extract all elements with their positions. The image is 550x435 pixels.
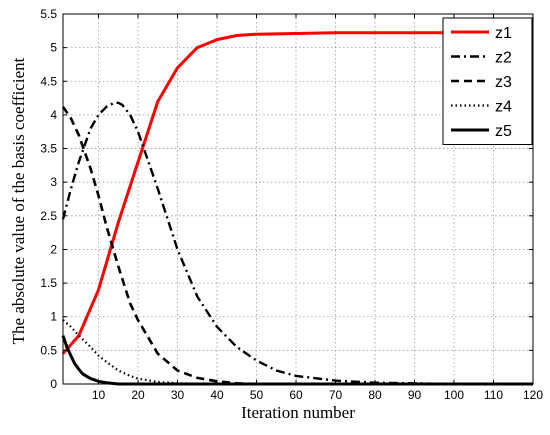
y-tick-label: 0.5 — [40, 343, 57, 357]
legend-label-z1: z1 — [495, 25, 512, 42]
x-tick-label: 50 — [250, 388, 264, 402]
x-tick-label: 60 — [289, 388, 303, 402]
series-line-z4 — [62, 319, 533, 386]
y-tick-label: 0 — [50, 377, 57, 391]
x-tick-label: 110 — [484, 388, 503, 402]
series-line-z1 — [61, 31, 533, 355]
series-line-z3 — [61, 106, 533, 386]
x-axis-ticks: 10 20 30 40 50 60 70 80 90 100 110 120 — [92, 14, 543, 402]
y-axis-label: The absolute value of the basis coeffici… — [9, 57, 28, 344]
x-tick-label: 10 — [92, 388, 106, 402]
legend-label-z3: z3 — [495, 74, 512, 91]
y-tick-label: 1.5 — [40, 276, 57, 290]
x-tick-label: 90 — [408, 388, 422, 402]
y-tick-label: 1 — [50, 310, 57, 324]
y-tick-label: 2.5 — [40, 209, 57, 223]
x-axis-label: Iteration number — [241, 403, 355, 422]
x-tick-label: 30 — [171, 388, 185, 402]
y-tick-label: 2 — [50, 242, 57, 256]
x-tick-label: 20 — [131, 388, 145, 402]
x-tick-label: 40 — [210, 388, 224, 402]
x-tick-label: 70 — [329, 388, 343, 402]
legend-label-z2: z2 — [495, 50, 512, 67]
y-tick-label: 5 — [50, 41, 57, 55]
x-tick-label: 80 — [368, 388, 382, 402]
legend-label-z5: z5 — [495, 123, 512, 140]
legend: z1 z2 z3 z4 z5 — [442, 17, 533, 145]
legend-label-z4: z4 — [495, 99, 512, 116]
plot-frame — [62, 13, 534, 385]
y-tick-label: 4 — [50, 108, 57, 122]
y-axis-ticks: 0 0.5 1 1.5 2 2.5 3 3.5 4 4.5 5 5.5 — [40, 7, 533, 391]
x-tick-label: 100 — [444, 388, 464, 402]
y-tick-label: 3.5 — [40, 142, 57, 156]
x-tick-label: 120 — [523, 388, 543, 402]
y-tick-label: 5.5 — [40, 7, 57, 21]
y-tick-label: 4.5 — [40, 74, 57, 88]
y-tick-label: 3 — [50, 175, 57, 189]
